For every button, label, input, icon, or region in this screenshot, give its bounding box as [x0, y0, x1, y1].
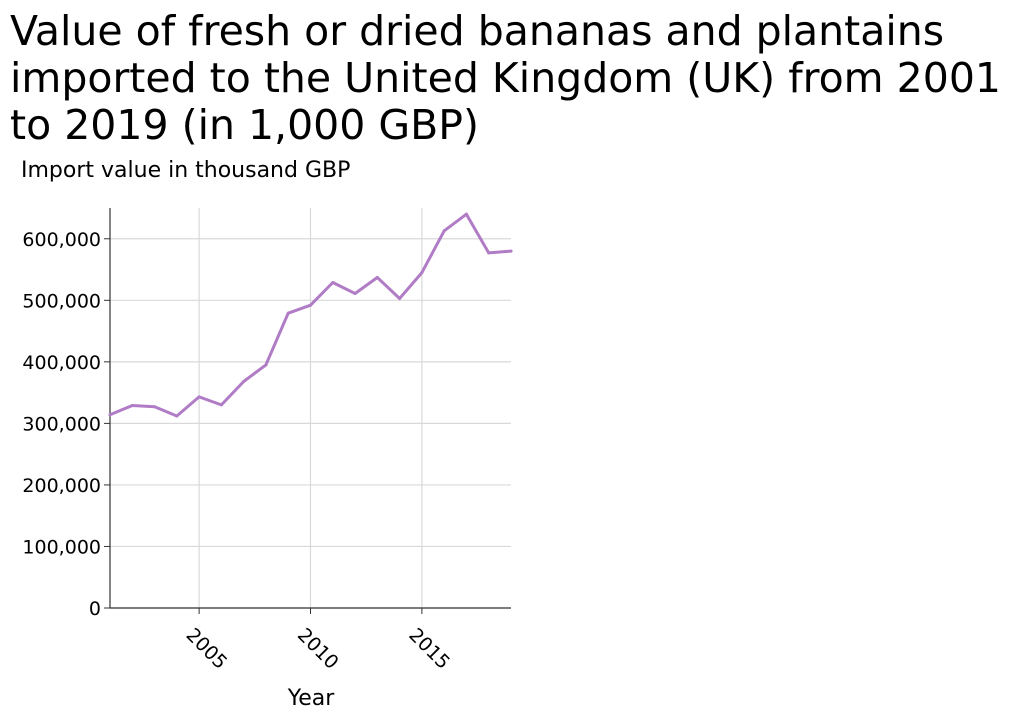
- y-tick-label: 400,000: [22, 352, 101, 374]
- data-point: [420, 271, 424, 275]
- axes: [104, 208, 511, 614]
- x-tick-label: 2010: [293, 624, 343, 674]
- gridlines: [110, 208, 511, 609]
- data-point: [331, 280, 335, 284]
- data-point: [309, 303, 312, 307]
- data-point: [108, 413, 112, 417]
- y-tick-label: 0: [89, 598, 101, 620]
- data-point: [242, 380, 246, 384]
- y-tick-label: 500,000: [22, 290, 101, 312]
- chart-title: Value of fresh or dried bananas and plan…: [10, 7, 1001, 149]
- tick-labels: 0 100,000 200,000 300,000 400,000 500,000 600,…: [22, 229, 454, 674]
- data-point: [509, 249, 513, 253]
- data-point: [130, 404, 134, 408]
- data-point: [264, 363, 268, 367]
- data-point: [375, 276, 379, 280]
- y-tick-label: 100,000: [22, 536, 101, 558]
- data-point: [398, 296, 402, 300]
- data-point: [197, 395, 201, 399]
- data-point: [219, 403, 223, 407]
- data-point: [442, 229, 446, 233]
- data-point: [286, 311, 290, 315]
- x-tick-label: 2005: [182, 624, 232, 674]
- y-tick-label: 300,000: [22, 413, 101, 435]
- data-point: [487, 251, 491, 255]
- y-axis-label: Import value in thousand GBP: [21, 158, 351, 183]
- data-point: [353, 292, 357, 296]
- data-point: [175, 414, 179, 418]
- x-tick-label: 2015: [404, 624, 454, 674]
- y-tick-label: 600,000: [22, 229, 101, 251]
- series: [108, 212, 513, 418]
- y-tick-label: 200,000: [22, 475, 101, 497]
- x-axis-label: Year: [287, 686, 336, 711]
- data-point: [464, 212, 468, 216]
- data-point: [153, 405, 157, 409]
